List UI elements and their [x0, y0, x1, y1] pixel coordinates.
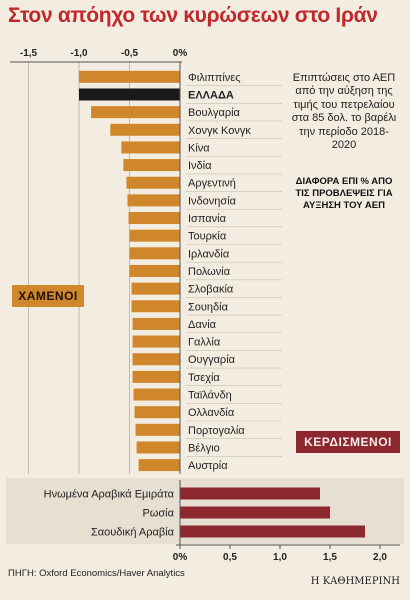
- loss-axis-tick-label: -1,5: [20, 48, 38, 59]
- loss-bar: [127, 194, 180, 207]
- gain-axis-tick-label: 1,0: [273, 552, 287, 563]
- gain-axis-tick-label: 0%: [173, 552, 188, 563]
- gain-bar: [180, 506, 330, 519]
- loss-category-label: Δανία: [188, 319, 217, 331]
- loss-category-label: Αυστρία: [188, 460, 228, 472]
- loss-bar: [132, 353, 180, 366]
- loss-category-label: Ινδία: [188, 160, 212, 172]
- loss-bar: [91, 106, 180, 119]
- loss-category-label: Πορτογαλία: [188, 425, 245, 437]
- loss-category-label: Ουγγαρία: [188, 354, 236, 366]
- gain-bar: [180, 525, 365, 538]
- loss-bar: [110, 123, 180, 136]
- gain-category-label: Ρωσία: [142, 508, 174, 520]
- loss-bar: [126, 176, 180, 189]
- gain-category-label: Σαουδική Αραβία: [91, 527, 175, 539]
- loss-category-label: Σουηδία: [188, 301, 229, 313]
- loss-axis-tick-label: 0%: [173, 48, 188, 59]
- loss-bar: [131, 282, 180, 295]
- loss-category-label: Ταϊλάνδη: [188, 390, 232, 402]
- loss-category-label: Κίνα: [188, 142, 210, 154]
- loss-category-label: Ισπανία: [188, 213, 227, 225]
- loss-bar: [134, 406, 180, 419]
- loss-category-label: Φιλιππίνες: [188, 72, 241, 84]
- loss-category-label: Γαλλία: [188, 337, 221, 349]
- gain-axis-tick-label: 1,5: [323, 552, 337, 563]
- gain-category-label: Ηνωμένα Αραβικά Εμιράτα: [44, 489, 175, 501]
- loss-category-label: Τουρκία: [188, 231, 227, 243]
- loss-axis-tick-label: -1,0: [70, 48, 88, 59]
- loss-bar: [132, 370, 180, 383]
- loss-bar: [128, 212, 180, 225]
- loss-bar: [136, 441, 180, 454]
- loss-category-label: Αργεντινή: [188, 178, 236, 190]
- loss-category-label: Βουλγαρία: [188, 107, 241, 119]
- loss-category-label: Βέλγιο: [188, 442, 220, 454]
- loss-category-label: ΕΛΛΑΔΑ: [188, 89, 234, 101]
- loss-category-label: Πολωνία: [188, 266, 231, 278]
- winners-tag: ΚΕΡΔΙΣΜΕΝΟΙ: [296, 431, 400, 453]
- loss-bar: [123, 159, 180, 172]
- loss-category-label: Ιρλανδία: [188, 248, 230, 260]
- loss-bar: [129, 264, 180, 277]
- loss-bar: [129, 229, 180, 242]
- gain-axis-tick-label: 2,0: [373, 552, 387, 563]
- loss-bar: [131, 300, 180, 313]
- loss-axis-tick-label: -0,5: [121, 48, 139, 59]
- gain-bar: [180, 487, 320, 500]
- loss-category-label: Σλοβακία: [188, 284, 234, 296]
- loss-category-label: Ολλανδία: [188, 407, 235, 419]
- loss-bar: [79, 70, 180, 83]
- loss-bar: [132, 317, 180, 330]
- loss-bar: [79, 88, 180, 101]
- losers-tag: ΧΑΜΕΝΟΙ: [12, 285, 84, 307]
- publisher-logo: Η ΚΑΘΗΜΕΡΙΝΗ: [310, 576, 400, 587]
- loss-bar: [138, 459, 180, 472]
- loss-category-label: Ινδονησία: [188, 195, 237, 207]
- loss-bar: [121, 141, 180, 154]
- loss-bar: [133, 388, 180, 401]
- source-note: ΠΗΓΗ: Oxford Economics/Haver Analytics: [8, 568, 185, 579]
- loss-category-label: Τσεχία: [188, 372, 220, 384]
- loss-category-label: Χονγκ Κονγκ: [188, 125, 251, 137]
- gain-axis-tick-label: 0,5: [223, 552, 237, 563]
- loss-bar: [132, 335, 180, 348]
- loss-bar: [135, 423, 180, 436]
- chart-title: Στον απόηχο των κυρώσεων στο Ιράν: [8, 4, 378, 27]
- legend-note: ΔΙΑΦΟΡΑ ΕΠΙ % ΑΠΟ ΤΙΣ ΠΡΟΒΛΕΨΕΙΣ ΓΙΑ ΑΥΞ…: [295, 176, 393, 211]
- chart-note: Επιπτώσεις στο ΑΕΠ από την αύξηση της τι…: [291, 72, 397, 152]
- loss-bar: [129, 247, 180, 260]
